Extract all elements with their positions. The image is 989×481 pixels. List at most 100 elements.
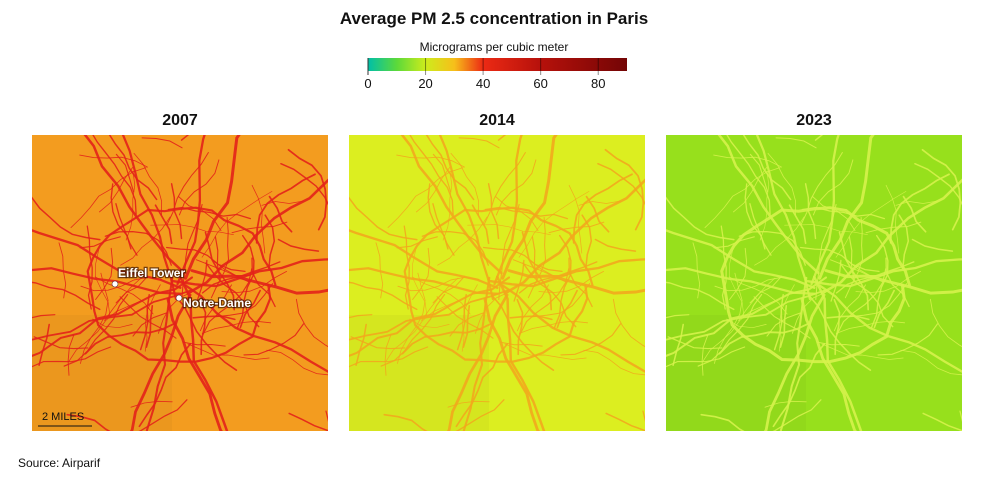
road [462, 276, 491, 431]
road [826, 315, 870, 321]
road [518, 320, 589, 334]
road [672, 323, 684, 366]
road [914, 162, 962, 206]
road [32, 196, 101, 241]
road [165, 246, 246, 273]
road [838, 231, 870, 311]
road [885, 184, 900, 254]
road [86, 225, 93, 310]
road [568, 257, 593, 308]
road [921, 148, 962, 231]
road [70, 167, 147, 229]
road [178, 159, 220, 216]
road [119, 296, 177, 339]
road [383, 413, 428, 431]
road [288, 412, 328, 431]
road [666, 281, 735, 311]
road [350, 336, 406, 350]
road [115, 203, 138, 256]
place-label: Eiffel Tower [118, 266, 185, 280]
road [829, 259, 884, 276]
road [518, 191, 590, 258]
road [95, 247, 114, 300]
road [121, 135, 178, 301]
road [720, 225, 727, 310]
road [425, 135, 475, 201]
road [375, 242, 384, 299]
road [411, 276, 471, 315]
road [496, 275, 546, 431]
road [812, 196, 856, 232]
road [738, 277, 776, 321]
map [666, 135, 962, 431]
road [456, 293, 467, 351]
road [384, 333, 392, 376]
road [186, 178, 328, 295]
road [94, 276, 154, 315]
road [196, 259, 208, 302]
road [172, 258, 328, 288]
road [594, 238, 637, 252]
road [201, 320, 272, 334]
road [32, 346, 112, 368]
road [154, 204, 173, 245]
road [396, 154, 465, 168]
road [80, 276, 163, 292]
road [755, 135, 812, 301]
road [255, 173, 316, 244]
road [815, 203, 837, 301]
road [201, 261, 281, 294]
road [800, 297, 857, 431]
road [718, 322, 811, 355]
road [717, 135, 820, 275]
road [835, 261, 915, 294]
road [170, 183, 183, 240]
road [898, 214, 910, 270]
road [179, 275, 229, 431]
road [489, 258, 645, 288]
road [581, 214, 593, 270]
road [835, 320, 906, 334]
road [767, 152, 797, 216]
road [83, 135, 186, 275]
road [67, 333, 75, 376]
road [129, 293, 192, 431]
road [264, 214, 276, 270]
road [145, 304, 154, 348]
place-marker [175, 294, 183, 302]
road [84, 322, 177, 355]
legend-label: Micrograms per cubic meter [420, 40, 569, 54]
road [518, 261, 598, 294]
road [922, 412, 962, 431]
road [538, 270, 605, 294]
road [754, 216, 805, 266]
map [32, 135, 328, 431]
road [125, 170, 136, 241]
road [178, 196, 222, 232]
road [666, 314, 690, 319]
road [521, 231, 553, 311]
road [349, 196, 418, 241]
road [79, 236, 121, 249]
road [667, 336, 723, 350]
road [759, 170, 770, 241]
road [900, 349, 962, 376]
road [145, 276, 174, 431]
road [844, 216, 864, 299]
road [349, 281, 418, 311]
road [763, 293, 826, 431]
panel-title: 2007 [162, 112, 198, 129]
road [799, 246, 880, 273]
road [482, 246, 563, 273]
road [157, 291, 193, 334]
road [421, 230, 489, 266]
road [409, 135, 454, 215]
road [821, 343, 904, 360]
road [32, 288, 194, 341]
road [387, 167, 464, 229]
road [810, 135, 840, 286]
place-label: Notre-Dame [183, 296, 251, 310]
road [251, 184, 266, 254]
source: Source: Airparif [18, 456, 101, 470]
road [714, 276, 797, 292]
